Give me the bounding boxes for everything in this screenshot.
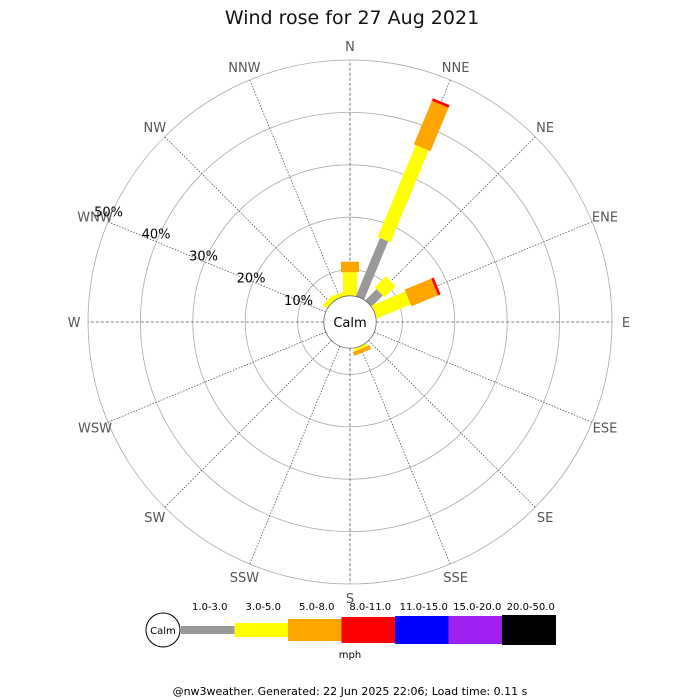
legend-bin-label-3: 8.0-11.0 — [349, 602, 391, 613]
legend-swatch-3 — [341, 617, 396, 643]
legend-swatch-4 — [395, 616, 449, 644]
petal-ene-bin-2 — [404, 278, 439, 307]
ring-labels: 10% 20% 30% 40% 50% — [94, 205, 313, 309]
petal-n-bin-1 — [343, 272, 357, 296]
direction-label-ene: ENE — [592, 210, 618, 225]
ring-label-20%: 20% — [237, 272, 266, 287]
ring-label-10%: 10% — [284, 294, 313, 309]
direction-label-nnw: NNW — [228, 61, 260, 76]
legend-bin-label-0: 1.0-3.0 — [192, 602, 227, 613]
direction-label-nne: NNE — [442, 61, 470, 76]
chart-title: Wind rose for 27 Aug 2021 — [225, 7, 479, 29]
speed-legend: Calm 1.0-3.0 3.0-5.0 5.0-8.0 8.0-11.0 11.0-15… — [145, 602, 556, 661]
polar-grid — [87, 59, 613, 585]
petal-nne-bin-3 — [431, 98, 450, 108]
petal-n-bin-2 — [341, 261, 359, 273]
wind-petals — [322, 98, 450, 356]
petal-ne-bin-1 — [374, 276, 396, 298]
spoke-ese — [374, 331, 593, 423]
spoke-wsw — [107, 331, 326, 423]
direction-label-ne: NE — [536, 121, 554, 136]
ring-label-40%: 40% — [142, 227, 171, 242]
legend-bin-label-2: 5.0-8.0 — [299, 602, 334, 613]
spoke-se — [368, 340, 536, 508]
petal-nne-bin-0 — [355, 237, 389, 300]
legend-swatch-0 — [181, 626, 235, 634]
petal-nne-bin-2 — [413, 100, 449, 152]
spoke-ne — [368, 136, 536, 304]
spoke-nnw — [249, 79, 341, 298]
petal-nne-bin-1 — [377, 145, 429, 243]
petal-sse-bin-2 — [352, 345, 371, 356]
direction-label-ssw: SSW — [230, 571, 260, 586]
petal-ne-bin-0 — [365, 289, 383, 307]
spoke-sw — [164, 340, 332, 508]
calm-circle: Calm — [323, 295, 377, 349]
direction-label-wnw: WNW — [77, 210, 113, 225]
direction-label-wsw: WSW — [78, 422, 112, 437]
legend-bin-label-4: 11.0-15.0 — [400, 602, 448, 613]
spoke-ssw — [249, 346, 341, 565]
spoke-nw — [164, 136, 332, 304]
footer-text: @nw3weather. Generated: 22 Jun 2025 22:0… — [173, 685, 528, 698]
grid-ring-40% — [139, 111, 561, 533]
legend-bin-label-1: 3.0-5.0 — [246, 602, 281, 613]
legend-swatch-6 — [502, 615, 556, 645]
calm-label: Calm — [333, 316, 366, 331]
grid-ring-20% — [244, 216, 456, 428]
legend-calm-circle — [145, 612, 181, 648]
direction-label-w: W — [68, 316, 81, 331]
ring-label-50%: 50% — [94, 205, 123, 220]
direction-label-s: S — [346, 592, 354, 607]
spoke-wnw — [107, 221, 326, 313]
direction-label-sw: SW — [144, 511, 165, 526]
direction-label-e: E — [622, 316, 630, 331]
direction-labels: N NNE NE ENE E ESE SE SSE S SSW SW WSW W WNW NW NNW — [68, 40, 631, 607]
direction-label-n: N — [345, 40, 355, 55]
petal-ene-bin-1 — [371, 291, 411, 319]
legend-swatch-2 — [288, 619, 342, 641]
legend-swatch-1 — [234, 623, 289, 637]
legend-unit: mph — [339, 650, 361, 661]
legend-bin-label-5: 15.0-20.0 — [453, 602, 501, 613]
direction-label-se: SE — [537, 511, 553, 526]
legend-bin-label-6: 20.0-50.0 — [507, 602, 555, 613]
legend-calm-label: Calm — [150, 626, 176, 637]
petal-nnw-bin-1 — [331, 291, 347, 301]
spoke-sse — [359, 346, 451, 565]
direction-label-ese: ESE — [593, 422, 618, 437]
petal-sse-bin-1 — [353, 343, 368, 352]
direction-label-sse: SSE — [443, 571, 468, 586]
ring-label-30%: 30% — [189, 250, 218, 265]
legend-swatch-5 — [448, 616, 503, 644]
direction-label-nw: NW — [144, 121, 167, 136]
petal-ene-bin-3 — [431, 277, 441, 296]
calm-circle-shape — [323, 295, 377, 349]
